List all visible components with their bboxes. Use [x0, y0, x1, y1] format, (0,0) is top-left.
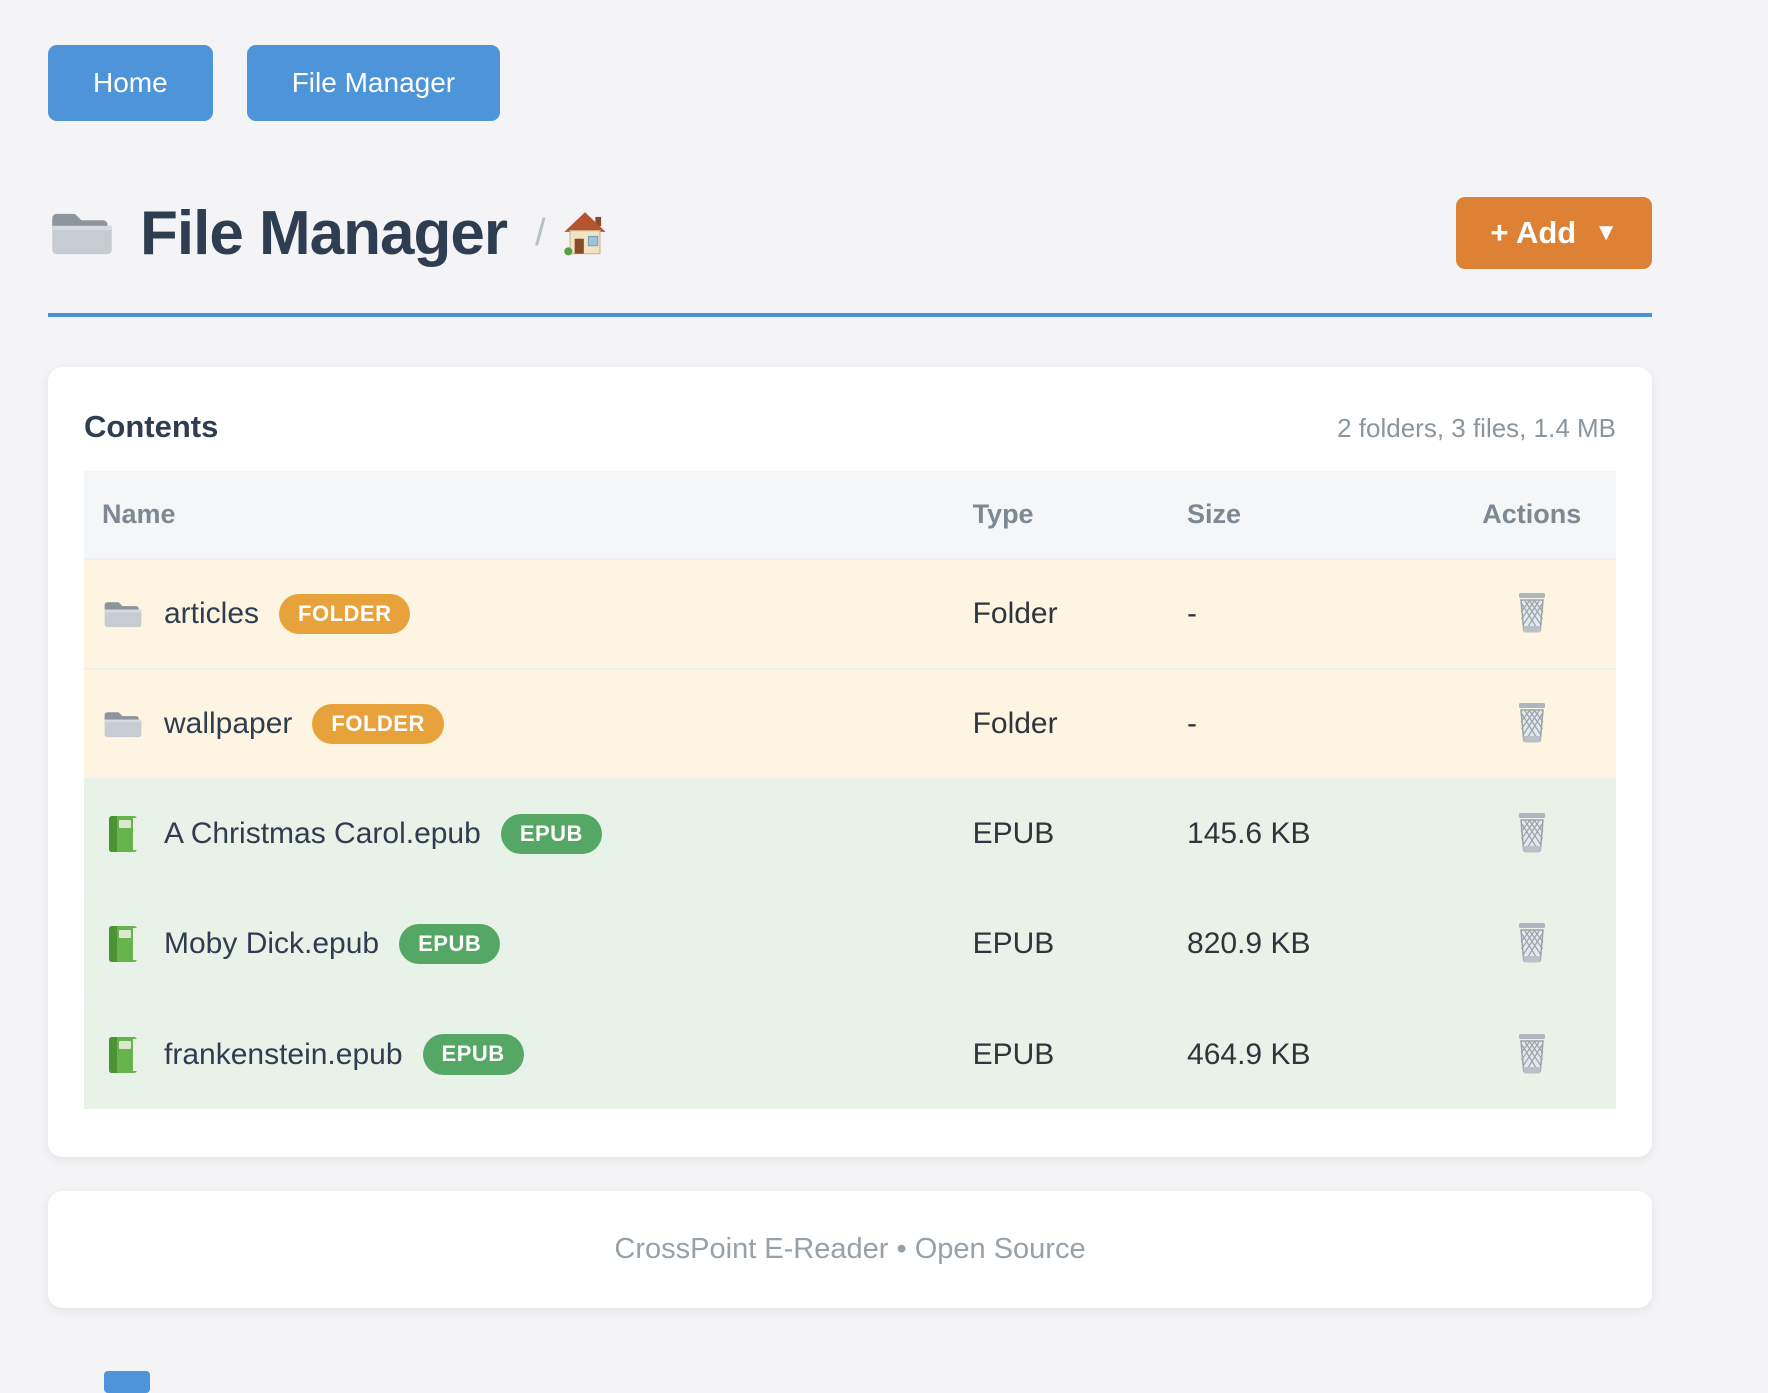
footer-text: CrossPoint E-Reader • Open Source	[614, 1233, 1086, 1265]
book-icon	[109, 926, 137, 962]
add-button[interactable]: + Add ▼	[1456, 197, 1652, 269]
table-header-row: Name Type Size Actions	[84, 471, 1616, 559]
file-name: A Christmas Carol.epub	[164, 817, 481, 850]
page-container: Home File Manager File Manager / + Add ▼…	[48, 0, 1652, 1308]
title-group: File Manager /	[48, 198, 1456, 269]
trash-icon	[1517, 812, 1546, 853]
delete-button[interactable]	[1510, 1028, 1554, 1078]
trash-icon	[1517, 1032, 1546, 1074]
file-name-cell[interactable]: Moby Dick.epub EPUB	[84, 923, 973, 965]
contents-summary: 2 folders, 3 files, 1.4 MB	[1337, 413, 1616, 443]
trash-icon	[1517, 702, 1546, 743]
file-name-cell[interactable]: A Christmas Carol.epub EPUB	[84, 813, 973, 855]
file-name-cell[interactable]: wallpaper FOLDER	[84, 703, 973, 745]
delete-button[interactable]	[1510, 917, 1554, 967]
column-header-size: Size	[1187, 471, 1448, 559]
file-name: frankenstein.epub	[164, 1037, 403, 1071]
home-button[interactable]: Home	[48, 45, 213, 121]
delete-button[interactable]	[1510, 807, 1554, 857]
file-name: wallpaper	[164, 707, 293, 740]
type-badge: FOLDER	[279, 593, 411, 635]
type-badge: FOLDER	[312, 703, 444, 745]
page-header: File Manager / + Add ▼	[48, 197, 1652, 269]
file-type: EPUB	[972, 1037, 1055, 1071]
folder-icon	[104, 712, 142, 738]
column-header-actions: Actions	[1447, 471, 1616, 559]
home-icon[interactable]	[562, 210, 608, 256]
trash-icon	[1517, 592, 1546, 633]
file-size: 464.9 KB	[1187, 1037, 1311, 1071]
partial-button-below-fold[interactable]	[104, 1371, 150, 1393]
delete-button[interactable]	[1510, 587, 1554, 637]
chevron-down-icon: ▼	[1594, 219, 1618, 246]
type-badge: EPUB	[500, 813, 602, 855]
column-header-name: Name	[84, 471, 973, 559]
file-size: 145.6 KB	[1187, 817, 1311, 850]
title-divider	[48, 313, 1652, 317]
file-size: 820.9 KB	[1187, 927, 1311, 960]
table-row: wallpaper FOLDER Folder -	[84, 669, 1616, 779]
type-badge: EPUB	[422, 1034, 524, 1075]
add-button-label: + Add	[1490, 215, 1577, 250]
file-name: articles	[164, 597, 260, 630]
file-name-cell[interactable]: articles FOLDER	[84, 593, 973, 635]
file-type: Folder	[972, 707, 1058, 740]
type-badge: EPUB	[399, 923, 501, 965]
folder-icon	[104, 602, 142, 628]
trash-icon	[1517, 922, 1546, 963]
table-row: articles FOLDER Folder -	[84, 559, 1616, 669]
files-table: Name Type Size Actions articles FOLDER F…	[84, 471, 1616, 1109]
footer-card: CrossPoint E-Reader • Open Source	[48, 1191, 1652, 1308]
file-type: Folder	[972, 597, 1058, 630]
file-name-cell[interactable]: frankenstein.epub EPUB	[84, 1034, 973, 1075]
file-manager-button[interactable]: File Manager	[246, 45, 501, 121]
column-header-type: Type	[972, 471, 1188, 559]
folder-icon	[52, 213, 112, 255]
file-name: Moby Dick.epub	[164, 927, 380, 960]
table-row: Moby Dick.epub EPUB EPUB 820.9 KB	[84, 889, 1616, 999]
file-size: -	[1187, 597, 1198, 630]
file-type: EPUB	[972, 927, 1055, 960]
file-type: EPUB	[972, 817, 1055, 850]
table-row: frankenstein.epub EPUB EPUB 464.9 KB	[84, 999, 1616, 1109]
breadcrumb-separator: /	[535, 211, 546, 254]
delete-button[interactable]	[1510, 697, 1554, 747]
book-icon	[109, 1036, 137, 1073]
page-title: File Manager	[140, 198, 508, 268]
contents-table-body: articles FOLDER Folder - wallpaper FOLDE…	[84, 559, 1616, 1109]
book-icon	[109, 816, 137, 852]
top-nav: Home File Manager	[48, 45, 1652, 121]
contents-header: Contents 2 folders, 3 files, 1.4 MB	[84, 409, 1616, 445]
contents-heading: Contents	[84, 409, 219, 444]
file-size: -	[1187, 707, 1198, 740]
contents-card: Contents 2 folders, 3 files, 1.4 MB Name…	[48, 367, 1652, 1157]
table-row: A Christmas Carol.epub EPUB EPUB 145.6 K…	[84, 779, 1616, 889]
